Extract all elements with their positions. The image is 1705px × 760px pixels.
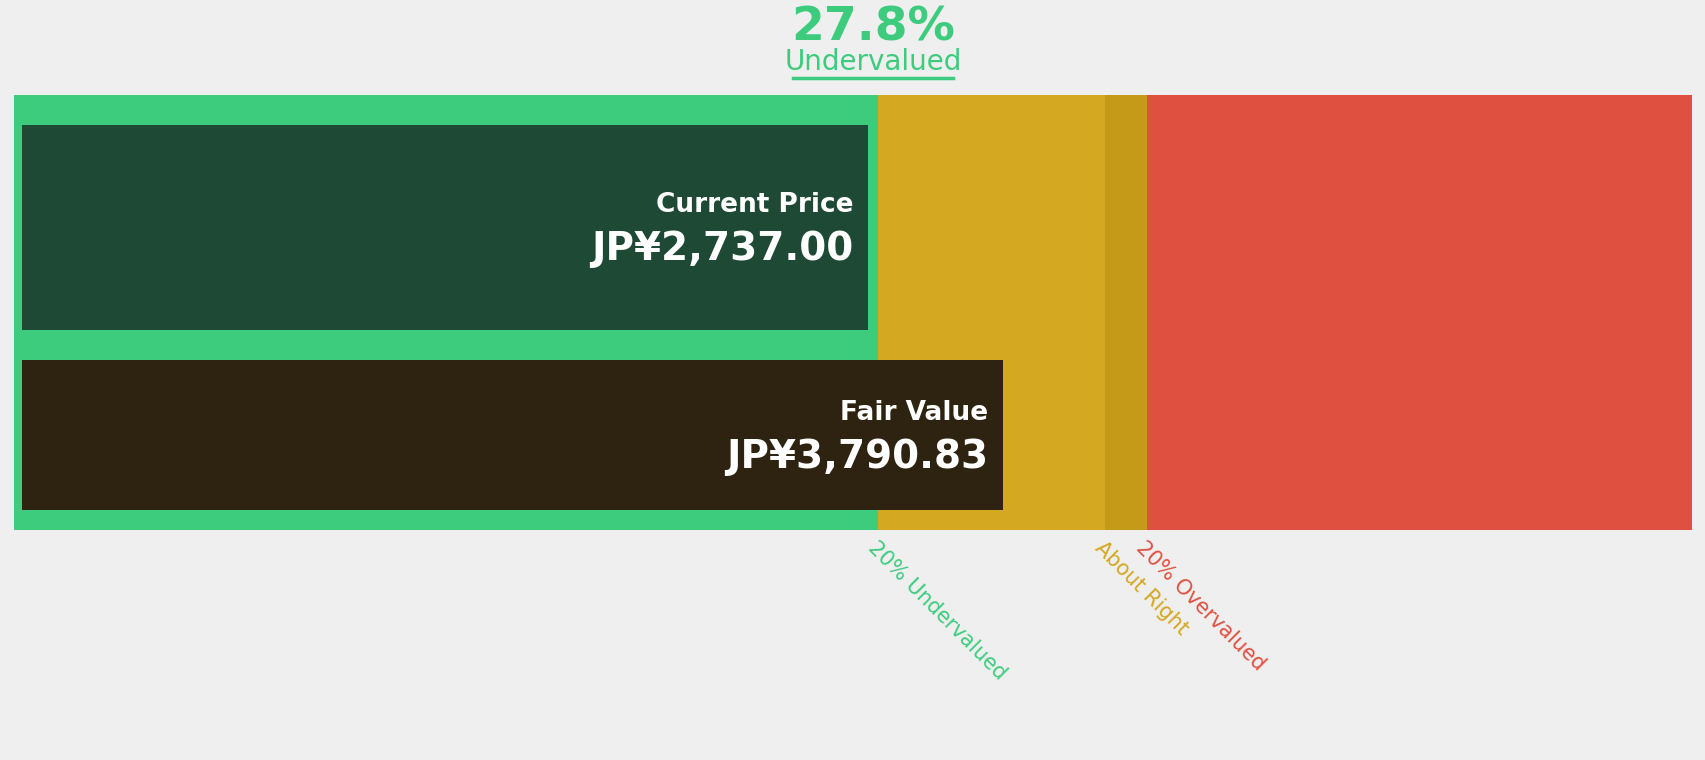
Text: Fair Value: Fair Value [839,400,987,426]
Text: 27.8%: 27.8% [791,5,955,50]
Text: JP¥3,790.83: JP¥3,790.83 [725,438,987,476]
Text: Current Price: Current Price [655,192,852,218]
Text: 20% Undervalued: 20% Undervalued [863,538,1009,684]
Text: 20% Overvalued: 20% Overvalued [1132,538,1269,675]
Bar [1105,95,1146,530]
Bar [1146,95,1691,530]
Text: Undervalued: Undervalued [784,48,962,76]
Bar [14,95,878,530]
Bar [22,360,1003,510]
Text: About Right: About Right [1089,538,1190,639]
Bar [878,95,1105,530]
Bar [22,125,868,330]
Text: JP¥2,737.00: JP¥2,737.00 [590,230,852,268]
